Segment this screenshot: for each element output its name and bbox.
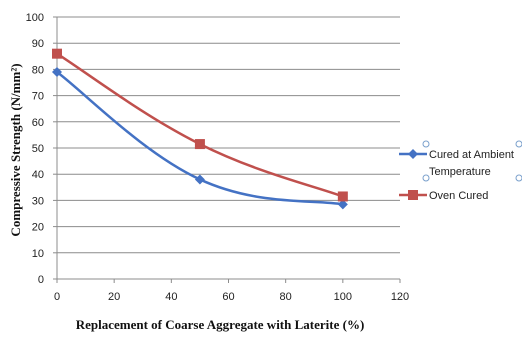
legend-item: Oven Cured [399,190,488,202]
data-point [194,139,205,150]
y-tick-label: 50 [32,143,44,155]
y-tick-label: 20 [32,222,44,234]
legend-marker [408,149,418,159]
x-tick-label: 20 [108,291,120,303]
data-point [52,48,62,59]
y-tick-label: 0 [38,274,44,286]
x-tick-label: 0 [54,291,60,303]
y-tick-label: 60 [32,117,44,129]
legend-label: Cured at Ambient [429,149,514,161]
axes [53,16,401,283]
selection-handle [515,174,522,182]
x-tick-label: 80 [280,291,292,303]
x-axis-label: Replacement of Coarse Aggregate with Lat… [76,317,365,332]
y-tick-label: 70 [32,91,44,103]
y-tick-label: 40 [32,169,44,181]
series-line [56,71,344,206]
x-tick-label: 120 [391,291,409,303]
y-tick-label: 30 [32,195,44,207]
legend-label: Oven Cured [429,190,488,202]
x-tick-label: 100 [334,291,352,303]
selection-handle [422,174,430,182]
data-point [337,191,348,202]
legend-item: Cured at Ambient Temperature [399,149,514,178]
selection-handle [515,140,522,148]
data-point [194,174,205,185]
y-tick-label: 90 [32,38,44,50]
y-tick-label: 10 [32,248,44,260]
legend-label: Temperature [429,166,491,178]
series-group [52,48,348,210]
x-tick-label: 60 [222,291,234,303]
data-point [337,199,348,210]
legend: Cured at Ambient Temperature Oven Cured [399,149,514,202]
y-tick-label: 100 [26,12,44,24]
data-point [52,67,62,78]
gridlines [57,16,400,254]
y-tick-labels: 0 10 20 30 40 50 60 70 80 90 100 [26,12,44,286]
selection-handle [422,140,430,148]
x-tick-label: 40 [165,291,177,303]
y-axis-label: Compressive Strength (N/mm²) [8,63,23,236]
series-1 [52,67,348,210]
legend-marker [408,190,418,200]
x-tick-labels: 0 20 40 60 80 100 120 [54,291,409,303]
series-2 [52,48,348,202]
y-tick-label: 80 [32,64,44,76]
